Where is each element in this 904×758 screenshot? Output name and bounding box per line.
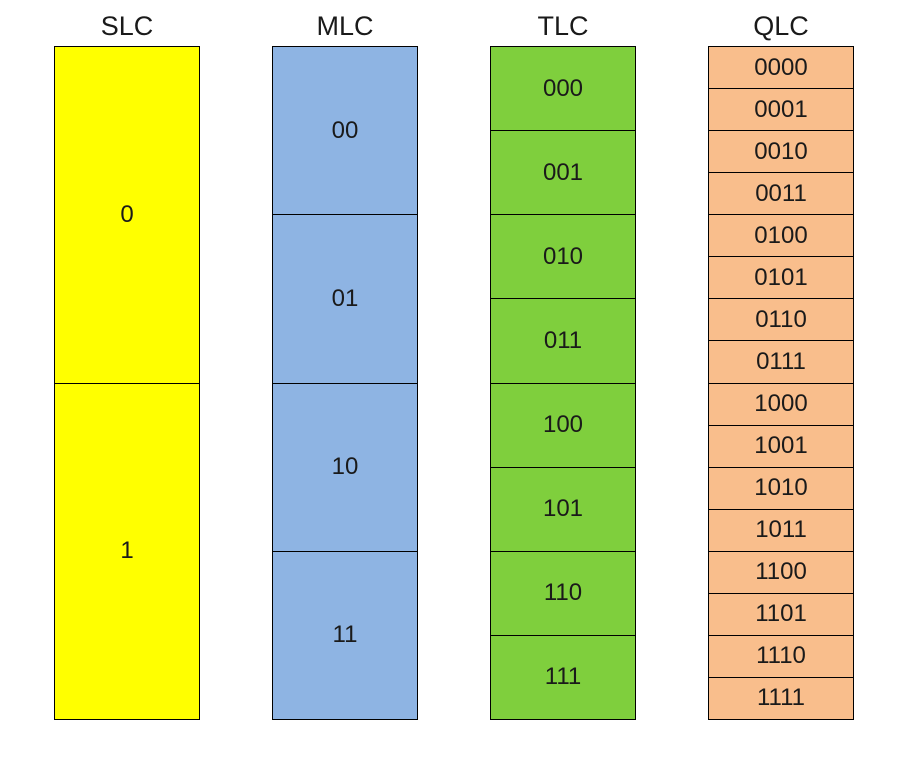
mlc-cell: 01: [273, 214, 417, 382]
qlc-cell: 0100: [709, 214, 853, 256]
tlc-cell: 000: [542, 74, 584, 102]
qlc-cell: 0110: [709, 298, 853, 340]
tlc-cell: 100: [491, 382, 635, 467]
tlc-cell: 101: [491, 466, 635, 551]
qlc-cell: 0001: [709, 88, 853, 130]
tlc-cell: 110: [491, 550, 635, 635]
qlc-cell: 0101: [709, 256, 853, 298]
mlc-title: MLC: [316, 11, 374, 41]
mlc-cell: 00: [331, 116, 359, 144]
tlc-stack: 000 001 010 011 100 101 110 111: [490, 46, 636, 720]
qlc-cell: 0010: [709, 130, 853, 172]
qlc-cell: 0111: [709, 340, 853, 382]
qlc-cell: 1110: [709, 634, 853, 677]
tlc-cell: 010: [491, 214, 635, 298]
mlc-cell: 10: [273, 382, 417, 551]
slc-title: SLC: [100, 11, 154, 41]
mlc-cell: 11: [273, 550, 417, 719]
tlc-cell: 001: [491, 130, 635, 214]
qlc-cell: 1100: [709, 550, 853, 593]
qlc-cell: 1101: [709, 592, 853, 635]
tlc-title: TLC: [537, 11, 589, 41]
qlc-cell: 1010: [709, 466, 853, 509]
tlc-cell: 111: [491, 634, 635, 719]
slc-cell: 1: [55, 382, 199, 720]
slc-stack: 0 1: [54, 46, 200, 720]
qlc-cell: 1011: [709, 508, 853, 551]
qlc-cell: 1001: [709, 424, 853, 467]
qlc-cell: 1000: [709, 382, 853, 425]
qlc-cell: 0000: [754, 53, 808, 81]
qlc-cell: 0011: [709, 172, 853, 214]
slc-cell: 0: [120, 200, 134, 228]
mlc-stack: 00 01 10 11: [272, 46, 418, 720]
qlc-cell: 1111: [709, 676, 853, 719]
tlc-cell: 011: [491, 298, 635, 382]
qlc-stack: 0000 0001 0010 0011 0100 0101 0110 0111 …: [708, 46, 854, 720]
qlc-title: QLC: [753, 11, 809, 41]
